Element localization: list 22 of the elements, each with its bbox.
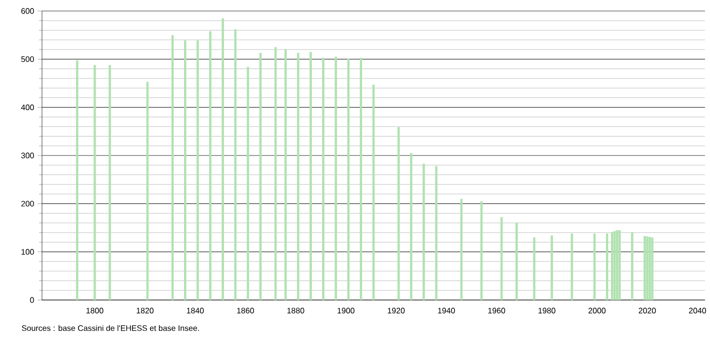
bar — [618, 230, 621, 300]
bar — [435, 166, 438, 300]
bar — [94, 64, 96, 300]
bar — [631, 232, 634, 300]
bar — [297, 52, 300, 300]
bar — [651, 237, 654, 300]
bar — [184, 40, 186, 300]
bar — [196, 40, 199, 300]
bar — [550, 235, 553, 300]
bar — [516, 222, 518, 300]
bar — [76, 60, 78, 300]
bar — [410, 153, 412, 300]
bar — [322, 58, 324, 300]
bar — [108, 64, 111, 300]
bar — [209, 31, 212, 300]
bar — [422, 164, 425, 300]
bar — [533, 237, 536, 300]
bar — [644, 236, 646, 300]
bar — [334, 56, 337, 300]
bar — [310, 52, 312, 300]
bar — [222, 18, 224, 300]
bar — [397, 127, 400, 300]
